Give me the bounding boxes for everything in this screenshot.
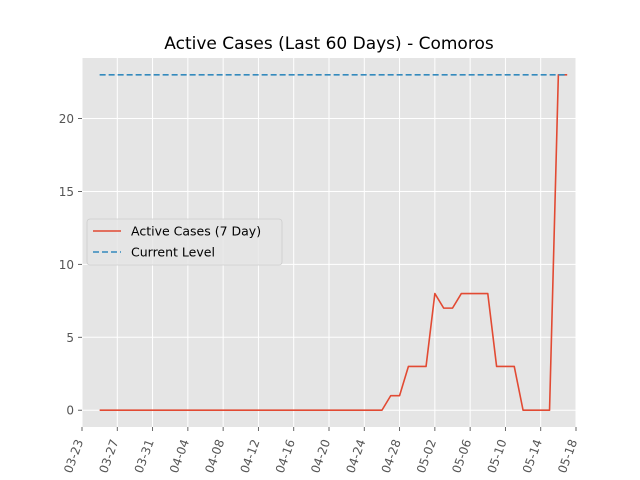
chart-title: Active Cases (Last 60 Days) - Comoros [164, 34, 494, 54]
x-tick-label: 04-08 [202, 437, 227, 475]
x-tick-label: 04-12 [238, 437, 263, 475]
x-tick-label: 03-23 [61, 437, 86, 475]
x-tick-label: 04-16 [273, 437, 298, 475]
x-tick-label: 05-10 [485, 437, 510, 475]
series-layer [99, 73, 568, 412]
x-tick-label: 05-06 [449, 437, 474, 475]
grid-lines [81, 58, 577, 427]
legend-label: Active Cases (7 Day) [131, 224, 261, 239]
x-tick-label: 04-04 [167, 437, 192, 475]
x-tick-label: 03-27 [96, 437, 121, 475]
x-tick-label: 04-20 [308, 437, 333, 475]
x-tick-label: 04-28 [379, 437, 404, 475]
x-tick-label: 05-18 [555, 437, 580, 475]
y-tick-label: 15 [59, 185, 74, 199]
y-tick-label: 20 [59, 112, 74, 126]
y-tick-label: 5 [66, 331, 74, 345]
x-tick-label: 03-31 [132, 437, 157, 475]
x-tick-label: 05-14 [520, 437, 545, 475]
y-tick-label: 10 [59, 258, 74, 272]
y-tick-label: 0 [66, 404, 74, 418]
x-tick-label: 05-02 [414, 437, 439, 475]
legend: Active Cases (7 Day) Current Level [86, 218, 283, 266]
legend-label: Current Level [131, 245, 215, 260]
legend-box [86, 218, 283, 266]
x-tick-label: 04-24 [343, 437, 368, 475]
